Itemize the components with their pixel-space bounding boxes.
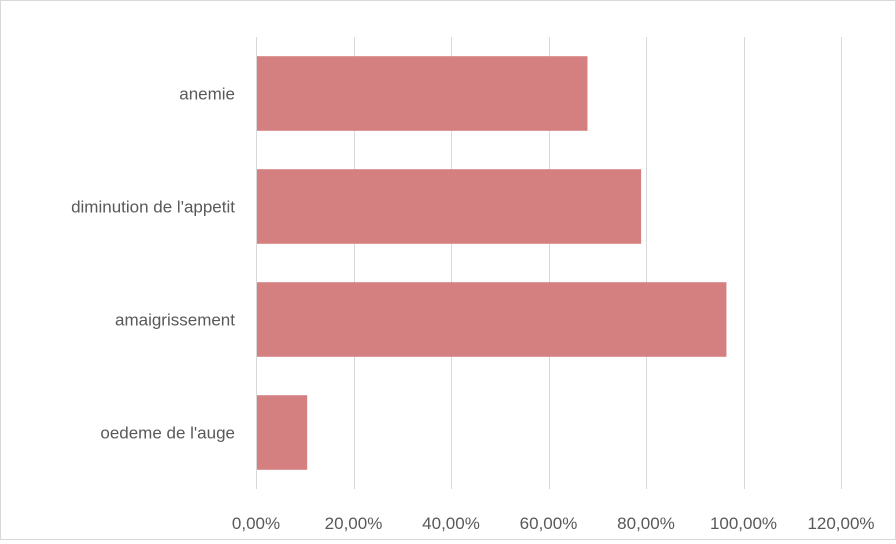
x-tick-label: 40,00% xyxy=(422,514,480,533)
bars xyxy=(257,56,727,470)
x-tick-label: 20,00% xyxy=(325,514,383,533)
category-labels: anemie diminution de l'appetit amaigrissem… xyxy=(71,85,235,443)
x-tick-label: 80,00% xyxy=(617,514,675,533)
bar xyxy=(257,56,588,131)
bar xyxy=(257,282,727,357)
bar xyxy=(257,169,642,244)
category-label: oedeme de l'auge xyxy=(100,424,235,443)
category-label: amaigrissement xyxy=(115,311,235,330)
x-tick-label: 0,00% xyxy=(232,514,280,533)
x-tick-label: 120,00% xyxy=(807,514,874,533)
x-tick-label: 60,00% xyxy=(520,514,578,533)
x-tick-label: 100,00% xyxy=(710,514,777,533)
bar xyxy=(257,395,308,470)
x-tick-labels: 0,00% 20,00% 40,00% 60,00% 80,00% 100,00% 120,… xyxy=(232,514,875,533)
category-label: diminution de l'appetit xyxy=(71,198,235,217)
category-label: anemie xyxy=(179,85,235,104)
